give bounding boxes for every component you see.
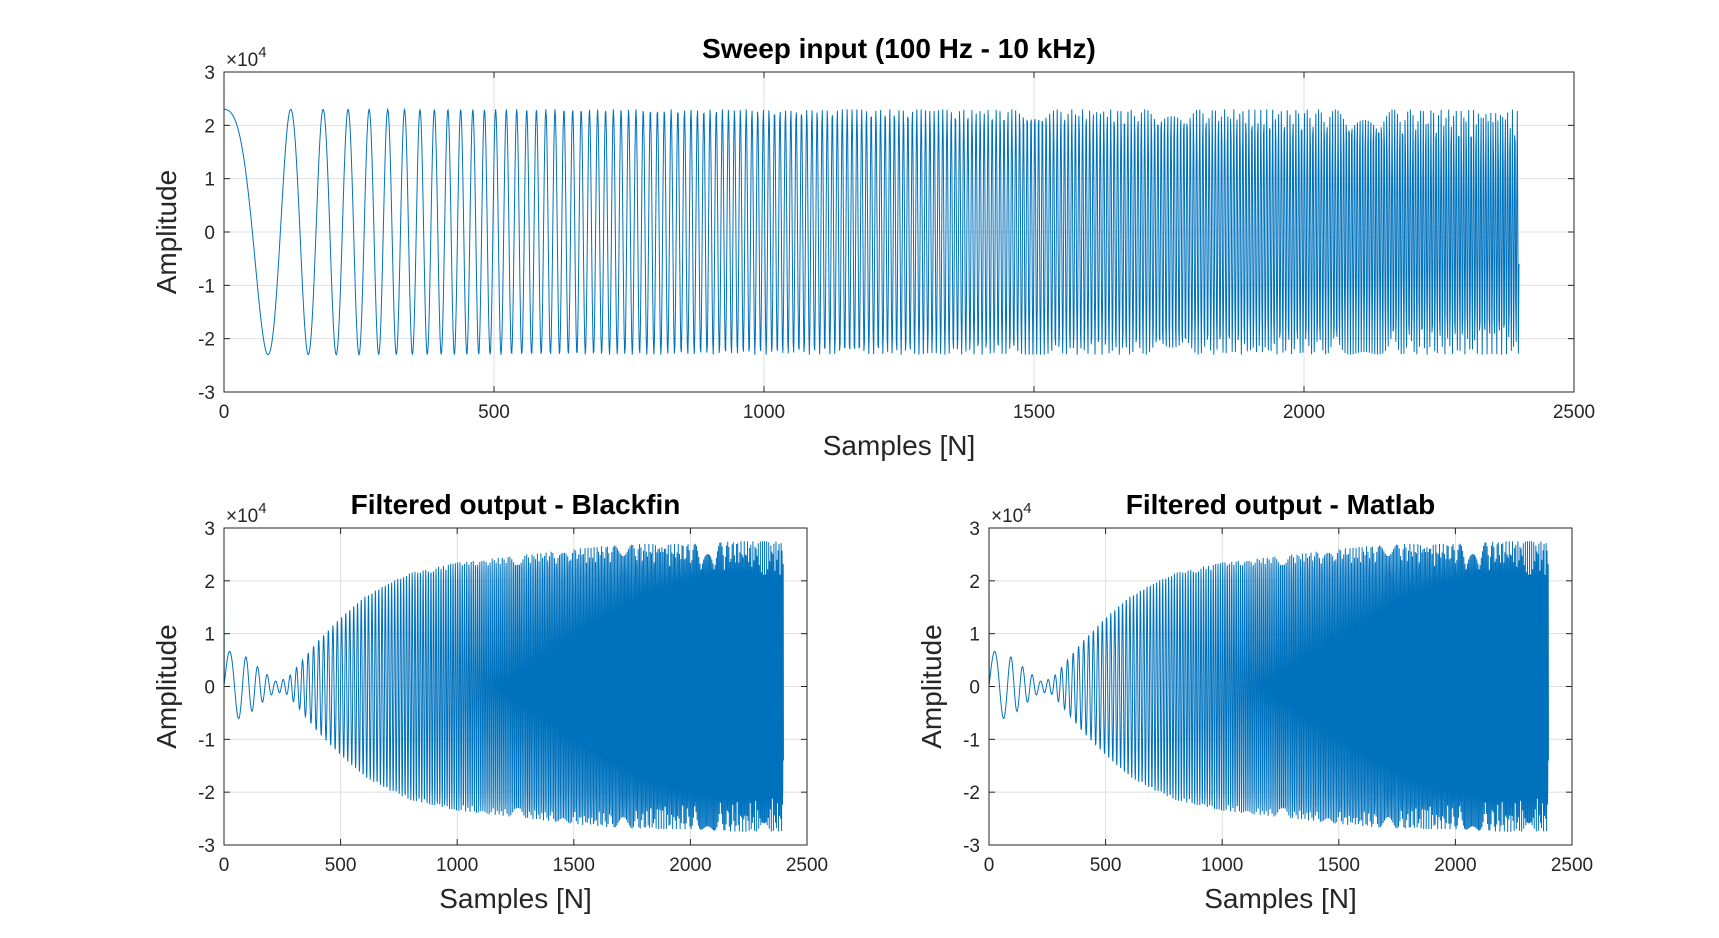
y-exponent-label: ×104 xyxy=(991,500,1032,527)
blackfin-output-series-line xyxy=(223,541,784,832)
y-exponent-base: ×10 xyxy=(226,50,258,71)
y-tick-label: 2 xyxy=(969,572,980,593)
y-tick-label: -3 xyxy=(198,383,215,404)
x-tick-label: 0 xyxy=(219,855,230,876)
y-tick-label: 3 xyxy=(204,519,215,540)
x-tick-label: 2000 xyxy=(669,855,711,876)
y-tick-label: -3 xyxy=(198,836,215,857)
y-tick-label: 0 xyxy=(204,223,215,244)
y-tick-label: -2 xyxy=(198,330,215,351)
y-exponent-label: ×104 xyxy=(226,500,267,527)
y-tick-label: 3 xyxy=(204,63,215,84)
sweep-input-title: Sweep input (100 Hz - 10 kHz) xyxy=(702,33,1096,64)
y-tick-label: -2 xyxy=(198,783,215,804)
y-exponent-power: 4 xyxy=(258,500,266,517)
y-tick-label: -1 xyxy=(198,730,215,751)
x-tick-label: 2500 xyxy=(1551,855,1593,876)
y-axis-label: Amplitude xyxy=(151,624,182,749)
x-tick-label: 500 xyxy=(325,855,357,876)
x-tick-label: 1000 xyxy=(436,855,478,876)
y-exponent-base: ×10 xyxy=(991,506,1023,527)
x-tick-label: 1500 xyxy=(1013,402,1055,423)
blackfin-output-axes: 0 500 1000 1500 2000 2500 -3 -2 -1 0 1 2 3 ×104 Filter… xyxy=(151,489,828,914)
y-exponent-base: ×10 xyxy=(226,506,258,527)
x-tick-label: 0 xyxy=(219,402,230,423)
x-tick-label: 2500 xyxy=(1553,402,1595,423)
y-tick-label: -2 xyxy=(963,783,980,804)
y-tick-label: 1 xyxy=(204,170,215,191)
matlab-output-title: Filtered output - Matlab xyxy=(1126,489,1436,520)
x-tick-label: 0 xyxy=(984,855,995,876)
y-tick-label: 1 xyxy=(969,625,980,646)
y-tick-label: 2 xyxy=(204,572,215,593)
y-exponent-power: 4 xyxy=(258,44,266,61)
matlab-output-axes: 0 500 1000 1500 2000 2500 -3 -2 -1 0 1 2 3 ×104 Filter… xyxy=(916,489,1593,914)
y-exponent-power: 4 xyxy=(1023,500,1031,517)
x-tick-label: 2500 xyxy=(786,855,828,876)
y-tick-label: 2 xyxy=(204,116,215,137)
y-tick-label: -3 xyxy=(963,836,980,857)
x-tick-label: 2000 xyxy=(1283,402,1325,423)
matlab-output-series-line xyxy=(988,541,1549,832)
y-tick-label: -1 xyxy=(963,730,980,751)
x-tick-label: 500 xyxy=(1090,855,1122,876)
x-axis-label: Samples [N] xyxy=(439,883,592,914)
y-tick-label: 0 xyxy=(969,678,980,699)
sweep-input-series-line xyxy=(223,107,1520,357)
x-tick-label: 500 xyxy=(478,402,510,423)
x-tick-label: 1500 xyxy=(553,855,595,876)
y-tick-label: 0 xyxy=(204,678,215,699)
x-tick-label: 2000 xyxy=(1434,855,1476,876)
y-tick-label: 1 xyxy=(204,625,215,646)
x-tick-label: 1500 xyxy=(1318,855,1360,876)
y-exponent-label: ×104 xyxy=(226,44,267,71)
x-axis-label: Samples [N] xyxy=(823,430,976,461)
x-axis-label: Samples [N] xyxy=(1204,883,1357,914)
y-tick-label: -1 xyxy=(198,276,215,297)
blackfin-output-title: Filtered output - Blackfin xyxy=(351,489,681,520)
sweep-input-axes: 0 500 1000 1500 2000 2500 -3 -2 -1 0 1 2 3 ×104 Sweep … xyxy=(151,33,1595,461)
y-axis-label: Amplitude xyxy=(916,624,947,749)
x-tick-label: 1000 xyxy=(743,402,785,423)
y-tick-label: 3 xyxy=(969,519,980,540)
x-tick-label: 1000 xyxy=(1201,855,1243,876)
y-axis-label: Amplitude xyxy=(151,170,182,295)
